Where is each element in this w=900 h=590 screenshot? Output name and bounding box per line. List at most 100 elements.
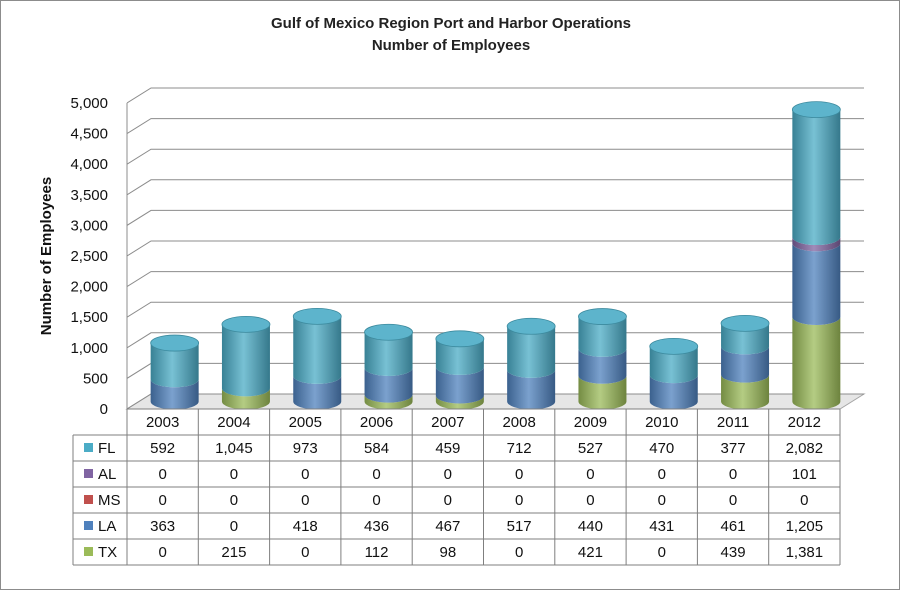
table-cell: 973	[293, 440, 318, 457]
bar-top-2004	[221, 315, 271, 333]
legend-key-AL	[84, 469, 93, 478]
table-cell: 0	[301, 544, 309, 561]
table-cell: 459	[435, 440, 460, 457]
bar-2005-FL	[293, 316, 342, 384]
table-cell: 1,381	[786, 544, 824, 561]
table-cell: 0	[658, 544, 666, 561]
table-cell: 0	[658, 492, 666, 509]
table-cell: 0	[301, 466, 309, 483]
table-cell: 527	[578, 440, 603, 457]
table-cell: 0	[729, 466, 737, 483]
chart-title: Gulf of Mexico Region Port and Harbor Op…	[270, 15, 632, 32]
bar-2006-FL	[364, 332, 413, 376]
table-cell: 0	[586, 492, 594, 509]
chart-subtitle: Number of Employees	[371, 37, 531, 54]
table-header-year: 2012	[788, 414, 821, 431]
bar-top-2007	[435, 330, 485, 348]
gridline	[126, 271, 864, 288]
bar-top-2011	[720, 314, 770, 332]
table-cell: 215	[221, 544, 246, 561]
table-cell: 98	[440, 544, 457, 561]
table-header-year: 2003	[146, 414, 179, 431]
y-tick-label: 4,500	[70, 126, 108, 143]
bar-2007-LA	[435, 366, 484, 404]
bar-top-2012	[791, 101, 841, 119]
y-tick-label: 500	[83, 370, 108, 387]
table-cell: 0	[800, 492, 808, 509]
table-cell: 1,045	[215, 440, 253, 457]
bar-2007-TX	[435, 395, 484, 410]
table-cell: 584	[364, 440, 389, 457]
table-cell: 0	[158, 544, 166, 561]
bar-2003-LA	[150, 379, 199, 410]
y-tick-label: 0	[100, 401, 108, 418]
y-tick-label: 3,500	[70, 187, 108, 204]
table-header-year: 2005	[289, 414, 322, 431]
table-cell: 2,082	[786, 440, 824, 457]
bar-2012-AL	[792, 237, 841, 252]
table-cell: 0	[158, 492, 166, 509]
table-cell: 517	[507, 518, 532, 535]
table-cell: 0	[515, 544, 523, 561]
table-cell: 0	[586, 466, 594, 483]
y-tick-label: 4,000	[70, 156, 108, 173]
bar-2008-LA	[507, 369, 556, 410]
gridline	[126, 87, 864, 104]
legend-key-TX	[84, 547, 93, 556]
table-header-year: 2006	[360, 414, 393, 431]
legend-label-TX: TX	[98, 544, 117, 561]
table-cell: 112	[365, 544, 389, 561]
table-cell: 418	[293, 518, 318, 535]
table-cell: 0	[372, 466, 380, 483]
bar-2011-TX	[721, 374, 770, 410]
bar-top-2008	[506, 317, 556, 335]
y-tick-label: 1,500	[70, 309, 108, 326]
table-cell: 0	[515, 492, 523, 509]
table-header-year: 2011	[717, 414, 749, 431]
bar-top-2009	[578, 308, 627, 325]
legend-label-AL: AL	[98, 466, 116, 483]
table-cell: 421	[578, 544, 603, 561]
bar-2012-FL	[792, 109, 841, 246]
table-cell: 1,205	[786, 518, 824, 535]
table-header-year: 2007	[431, 414, 464, 431]
bar-top-2003	[150, 334, 200, 352]
table-cell: 0	[729, 492, 737, 509]
bar-2012-LA	[792, 243, 841, 325]
bar-2005-LA	[293, 375, 342, 410]
table-cell: 439	[721, 544, 746, 561]
y-tick-label: 5,000	[70, 95, 108, 112]
legend-label-FL: FL	[98, 440, 116, 457]
gridline	[126, 240, 864, 257]
table-cell: 0	[230, 492, 238, 509]
bar-2010-LA	[649, 375, 698, 410]
bar-top-2006	[364, 323, 413, 341]
bar-2008-FL	[507, 326, 556, 378]
table-cell: 467	[435, 518, 460, 535]
bar-2010-FL	[649, 346, 698, 384]
legend-key-LA	[84, 521, 93, 530]
y-tick-label: 2,000	[70, 279, 108, 296]
table-cell: 377	[721, 440, 746, 457]
bar-2003-FL	[150, 343, 199, 388]
legend-key-FL	[84, 443, 93, 452]
table-cell: 0	[444, 492, 452, 509]
gridline	[126, 148, 864, 165]
table-header-year: 2009	[574, 414, 607, 431]
table-cell: 0	[301, 492, 309, 509]
bar-2004-FL	[221, 324, 270, 397]
bar-2011-LA	[721, 346, 770, 383]
legend-label-LA: LA	[98, 518, 116, 535]
y-tick-label: 3,000	[70, 217, 108, 234]
bar-top-2005	[292, 307, 342, 325]
table-cell: 461	[721, 518, 746, 535]
bar-2009-TX	[578, 375, 627, 410]
bar-2009-FL	[578, 316, 627, 357]
table-header-year: 2008	[502, 414, 535, 431]
bar-2006-TX	[364, 394, 413, 410]
bar-2009-LA	[578, 348, 627, 384]
table-cell: 0	[230, 466, 238, 483]
table-cell: 0	[372, 492, 380, 509]
bar-2011-FL	[721, 323, 770, 355]
